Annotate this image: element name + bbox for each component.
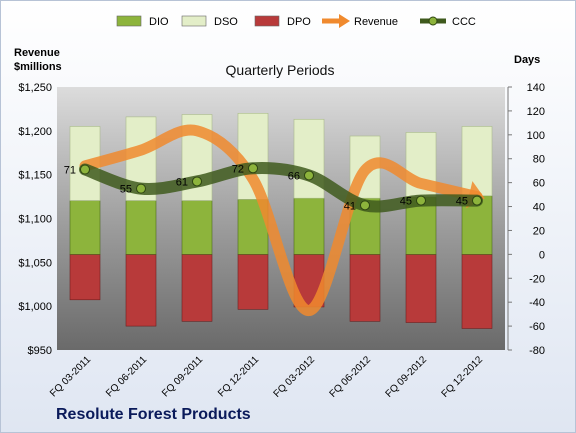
ccc-data-label: 66 xyxy=(288,170,300,182)
dpo-bar xyxy=(181,254,213,322)
right-tick-label: -60 xyxy=(529,321,545,333)
ccc-point xyxy=(304,170,314,181)
ccc-data-label: 45 xyxy=(400,196,412,208)
dpo-bar xyxy=(349,254,381,322)
right-tick-label: 0 xyxy=(539,249,545,261)
ccc-data-label: 41 xyxy=(344,200,356,212)
left-tick-label: $950 xyxy=(28,345,52,357)
ccc-point xyxy=(80,164,90,175)
ccc-point xyxy=(472,195,482,206)
right-axis-ticks: -80 -60 -40 -20 0 20 40 60 80 100 120 140 xyxy=(507,82,545,357)
left-tick-label: $1,050 xyxy=(18,257,52,269)
dio-bar xyxy=(181,200,213,255)
dio-bar xyxy=(69,200,101,255)
ccc-data-label: 45 xyxy=(456,196,468,208)
ccc-data-label: 71 xyxy=(64,164,76,176)
ccc-point xyxy=(136,183,146,194)
ccc-point xyxy=(248,163,258,174)
dso-bar xyxy=(461,126,493,197)
legend-swatch xyxy=(254,15,280,27)
right-tick-label: -80 xyxy=(529,345,545,357)
data-labels: 71 55 61 72 66 41 45 45 xyxy=(64,163,468,212)
ccc-data-label: 61 xyxy=(176,176,188,188)
left-tick-label: $1,250 xyxy=(18,82,52,94)
legend-item-dio: DIO xyxy=(116,15,169,28)
legend-item-dso: DSO xyxy=(181,15,238,28)
legend-swatch xyxy=(181,15,207,27)
plot-area xyxy=(57,87,505,350)
right-axis-label: Days xyxy=(514,54,540,66)
right-tick-label: -40 xyxy=(529,297,545,309)
ccc-point xyxy=(416,195,426,206)
legend-label: DIO xyxy=(149,16,169,28)
dpo-bar xyxy=(69,254,101,301)
right-tick-label: 40 xyxy=(533,202,545,214)
ccc-line xyxy=(79,162,483,213)
dio-bar xyxy=(293,197,325,255)
right-tick-label: 80 xyxy=(533,154,545,166)
right-tick-label: 60 xyxy=(533,178,545,190)
dpo-bar xyxy=(461,254,493,329)
dio-bar xyxy=(125,200,157,255)
legend: DIO DSO DPO Revenue CCC xyxy=(116,14,476,28)
right-tick-label: 20 xyxy=(533,225,545,237)
left-tick-label: $1,100 xyxy=(18,214,52,226)
legend-label: CCC xyxy=(452,16,476,28)
dpo-bar xyxy=(125,254,157,327)
right-tick-label: 140 xyxy=(527,82,545,94)
left-tick-label: $1,000 xyxy=(18,301,52,313)
right-tick-label: 120 xyxy=(527,106,545,118)
dpo-bar xyxy=(405,254,437,323)
legend-label: DPO xyxy=(287,16,311,28)
legend-item-ccc: CCC xyxy=(420,16,476,28)
left-axis-label-line-2: $millions xyxy=(14,61,62,73)
left-axis-ticks: $950 $1,000 $1,050 $1,100 $1,150 $1,200 $1,250 xyxy=(18,82,52,357)
lines xyxy=(79,124,485,317)
dpo-bar xyxy=(237,254,269,310)
right-tick-label: 100 xyxy=(527,130,545,142)
left-tick-label: $1,150 xyxy=(18,170,52,182)
company-name: Resolute Forest Products xyxy=(56,406,251,423)
right-tick-label: -20 xyxy=(529,273,545,285)
legend-arrowhead xyxy=(339,14,350,28)
legend-swatch xyxy=(116,15,142,27)
chart-title: Quarterly Periods xyxy=(226,62,335,78)
left-axis-label-line-1: Revenue xyxy=(14,47,60,59)
ccc-point xyxy=(192,176,202,187)
legend-label: DSO xyxy=(214,16,238,28)
legend-item-revenue: Revenue xyxy=(322,14,398,28)
ccc-data-label: 55 xyxy=(120,184,132,196)
ccc-data-label: 72 xyxy=(232,163,244,175)
ccc-point xyxy=(360,200,370,211)
legend-item-dpo: DPO xyxy=(254,15,311,28)
legend-label: Revenue xyxy=(354,16,398,28)
legend-marker xyxy=(428,16,438,26)
left-tick-label: $1,200 xyxy=(18,126,52,138)
revenue-line xyxy=(79,124,483,317)
